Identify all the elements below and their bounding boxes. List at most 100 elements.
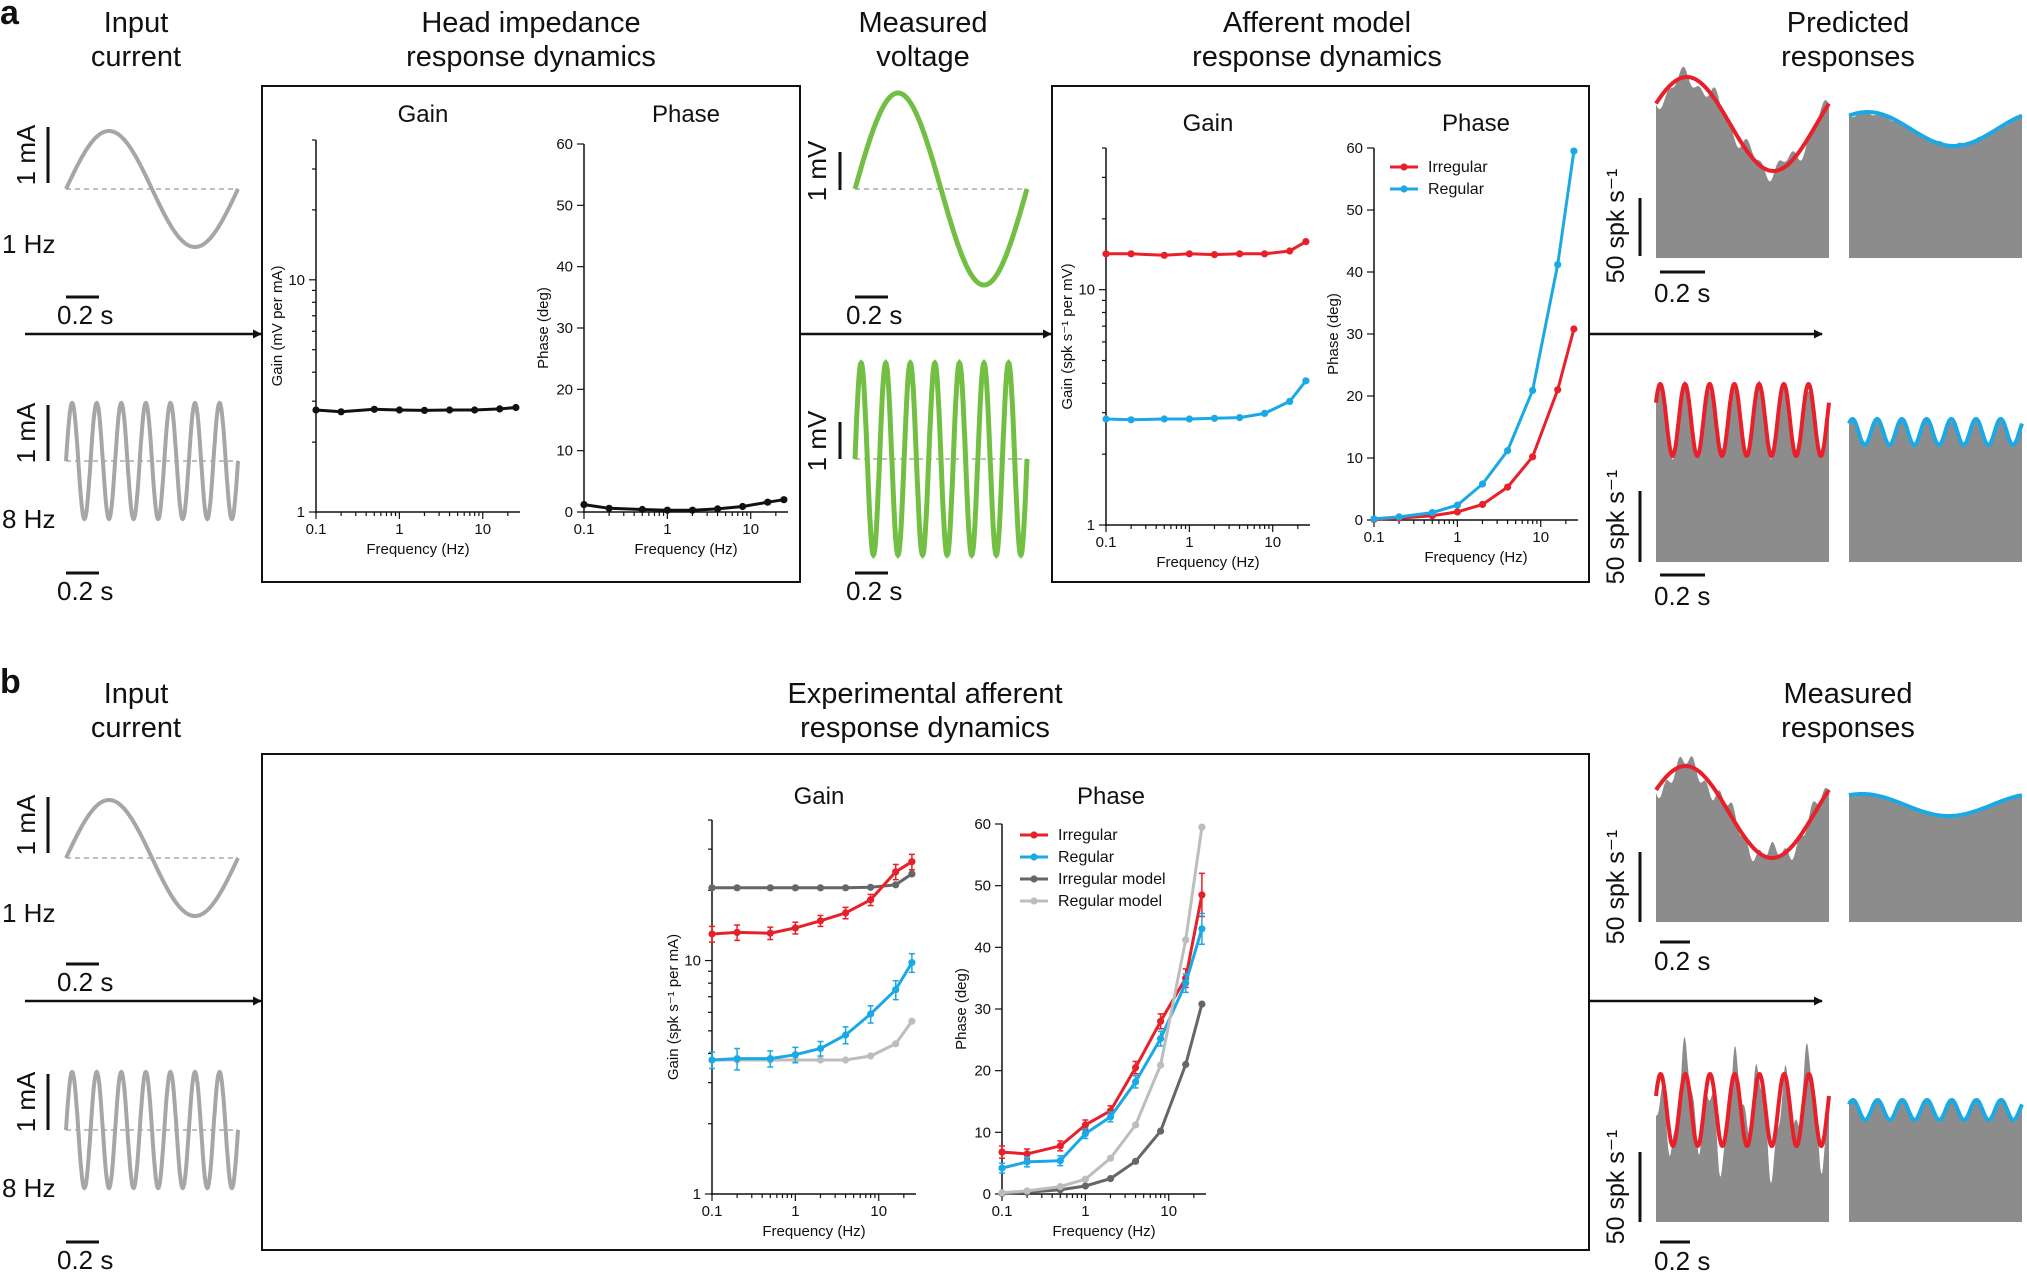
model-gain-title: Gain bbox=[1183, 110, 1234, 137]
scalebar-time-a2-label: 0.2 s bbox=[57, 576, 113, 606]
model-phase-xlabel: Frequency (Hz) bbox=[1424, 549, 1527, 566]
series-head bbox=[580, 496, 788, 514]
data-point bbox=[998, 1189, 1006, 1197]
panel-a: a Input current Head impedance response … bbox=[0, 0, 2024, 611]
data-point bbox=[471, 406, 479, 414]
series-regular bbox=[1102, 377, 1310, 424]
exp-gain-title: Gain bbox=[794, 783, 845, 810]
head-gain-ylabel: Gain (mV per mA) bbox=[269, 266, 286, 387]
data-point bbox=[337, 408, 345, 416]
scalebar-spk-pb1-label: 50 spk s⁻¹ bbox=[1602, 830, 1630, 945]
input-current-a: 1 mA 1 Hz 0.2 s 1 mA 8 Hz 0.2 s bbox=[2, 124, 240, 606]
legend-marker bbox=[1030, 875, 1038, 883]
data-point bbox=[605, 504, 613, 512]
y-tick-label: 60 bbox=[556, 136, 573, 153]
x-tick-label: 0.1 bbox=[574, 521, 595, 538]
freq-8hz-label: 8 Hz bbox=[2, 504, 55, 534]
histogram-area bbox=[1656, 380, 1829, 562]
scalebar-mv-2-label: 1 mV bbox=[802, 410, 832, 471]
head-phase-chart: Phase 0.1 1 10 Frequency (Hz) 0 10 20 30 40 50 60 Ph… bbox=[535, 101, 788, 558]
data-point bbox=[1023, 1187, 1031, 1195]
data-point bbox=[766, 929, 774, 937]
x-tick-label: 0.1 bbox=[306, 521, 327, 538]
data-point bbox=[714, 505, 722, 513]
data-point bbox=[1478, 500, 1487, 509]
y-tick-label: 60 bbox=[1346, 140, 1363, 157]
legend-marker bbox=[1400, 185, 1408, 193]
data-point bbox=[1529, 386, 1537, 394]
data-point bbox=[1286, 397, 1294, 405]
freq-8hz-label-b: 8 Hz bbox=[2, 1173, 55, 1203]
data-point bbox=[892, 881, 900, 889]
data-point bbox=[1102, 250, 1110, 258]
scalebar-ma-a1-label: 1 mA bbox=[11, 124, 41, 185]
scalebar-spk-pa1-label: 50 spk s⁻¹ bbox=[1602, 169, 1630, 284]
x-tick-label: 1 bbox=[1081, 1203, 1089, 1220]
data-point bbox=[1286, 247, 1294, 255]
data-point bbox=[892, 1040, 900, 1048]
x-tick-label: 10 bbox=[1532, 529, 1549, 546]
data-point bbox=[1132, 1121, 1140, 1129]
regular-fit-trace bbox=[1847, 1098, 2024, 1122]
data-point bbox=[708, 930, 716, 938]
data-point bbox=[1182, 936, 1190, 944]
data-point bbox=[867, 1052, 875, 1060]
exp-phase-ylabel: Phase (deg) bbox=[953, 968, 970, 1050]
y-tick-label: 0 bbox=[983, 1186, 991, 1203]
y-tick-label: 1 bbox=[1087, 517, 1095, 534]
data-point bbox=[1157, 1035, 1165, 1043]
series-regular bbox=[1370, 147, 1578, 523]
data-point bbox=[580, 501, 588, 509]
data-point bbox=[791, 884, 800, 892]
data-point bbox=[1157, 1061, 1165, 1069]
scalebar-time-a1-label: 0.2 s bbox=[57, 300, 113, 330]
scalebar-time-pa2-label: 0.2 s bbox=[1654, 581, 1710, 611]
data-point bbox=[1261, 250, 1269, 258]
exp-phase-xlabel: Frequency (Hz) bbox=[1052, 1223, 1155, 1240]
data-point bbox=[908, 959, 916, 967]
data-point bbox=[663, 506, 672, 514]
data-point bbox=[446, 406, 454, 414]
freq-1hz-label-b: 1 Hz bbox=[2, 898, 55, 928]
data-point bbox=[1198, 925, 1206, 933]
histogram-area bbox=[1656, 756, 1829, 922]
y-tick-label: 10 bbox=[1346, 450, 1363, 467]
data-point bbox=[733, 884, 741, 892]
data-point bbox=[1056, 1157, 1064, 1165]
y-tick-label: 0 bbox=[565, 504, 573, 521]
series-regular bbox=[708, 952, 916, 1071]
exp-phase-legend: Irregular Regular Irregular model Regular m… bbox=[1020, 827, 1166, 910]
data-point bbox=[816, 917, 825, 925]
data-point bbox=[395, 406, 403, 414]
x-tick-label: 0.1 bbox=[1096, 534, 1117, 551]
x-tick-label: 10 bbox=[1264, 534, 1281, 551]
series-line bbox=[1106, 240, 1307, 257]
legend-label: Irregular bbox=[1428, 159, 1488, 176]
scalebar-spk-pa2-label: 50 spk s⁻¹ bbox=[1602, 470, 1630, 585]
data-point bbox=[1570, 147, 1578, 155]
data-point bbox=[1102, 415, 1110, 423]
x-tick-label: 1 bbox=[791, 1203, 799, 1220]
data-point bbox=[1198, 891, 1206, 899]
data-point bbox=[733, 1055, 741, 1063]
series-regular-model bbox=[998, 823, 1206, 1197]
histogram-area bbox=[1849, 1098, 2022, 1222]
data-point bbox=[1529, 453, 1537, 461]
data-point bbox=[764, 498, 772, 506]
model-phase-title: Phase bbox=[1442, 110, 1510, 137]
legend-marker bbox=[1400, 163, 1408, 171]
measured-voltage-a: 1 mV 0.2 s 1 mV 0.2 s bbox=[802, 90, 1030, 606]
header-measured-line1: Measured bbox=[859, 7, 988, 39]
y-tick-label: 30 bbox=[556, 320, 573, 337]
data-point bbox=[1554, 386, 1562, 394]
series-irregular bbox=[998, 872, 1206, 1160]
irregular-fit-trace bbox=[1654, 1071, 1831, 1149]
data-point bbox=[708, 1056, 716, 1064]
y-tick-label: 10 bbox=[974, 1124, 991, 1141]
x-tick-label: 10 bbox=[1160, 1203, 1177, 1220]
scalebar-time-b2-label: 0.2 s bbox=[57, 1245, 113, 1275]
data-point bbox=[1395, 513, 1403, 521]
